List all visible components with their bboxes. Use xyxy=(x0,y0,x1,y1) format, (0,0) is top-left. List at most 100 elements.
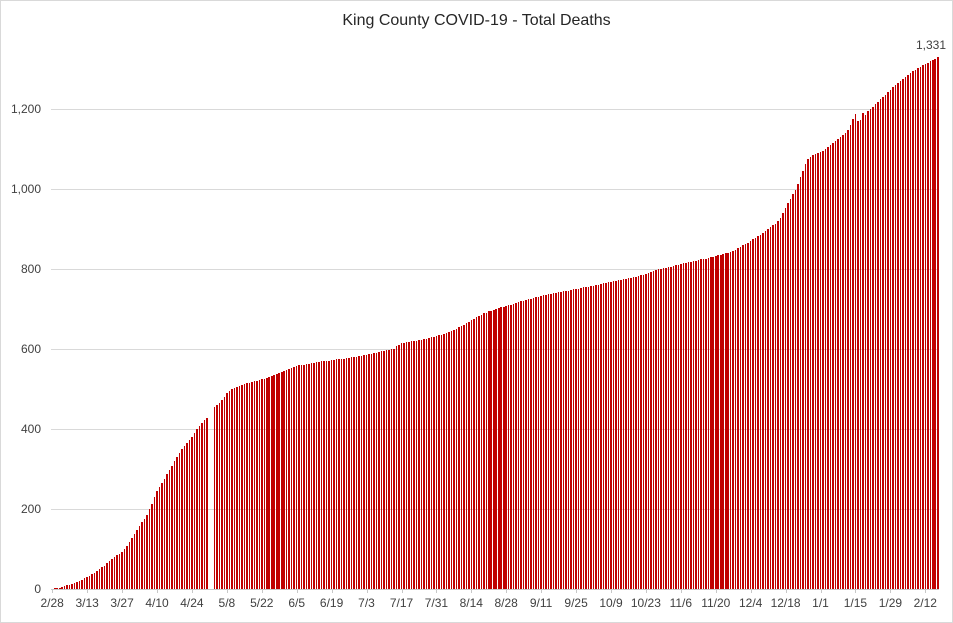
bar xyxy=(570,289,572,589)
bar xyxy=(690,261,692,589)
x-axis-tick-label: 1/1 xyxy=(812,596,829,610)
bar xyxy=(81,579,83,589)
bar xyxy=(353,357,355,589)
bar xyxy=(293,366,295,589)
bar xyxy=(610,281,612,589)
bar xyxy=(595,285,597,589)
bar xyxy=(555,293,557,589)
bar xyxy=(378,351,380,589)
bar xyxy=(492,309,495,589)
bar xyxy=(547,294,550,589)
bar xyxy=(143,518,146,589)
bar xyxy=(552,293,555,589)
x-axis-tick-label: 12/18 xyxy=(770,596,801,610)
bar xyxy=(874,104,877,589)
bar xyxy=(103,565,106,589)
bar xyxy=(560,291,562,589)
bar xyxy=(530,298,532,589)
bar xyxy=(343,358,345,589)
gridline xyxy=(51,109,939,110)
bar xyxy=(714,256,717,589)
bar xyxy=(490,310,493,589)
bar xyxy=(340,359,343,589)
x-axis-tick-label: 4/10 xyxy=(145,596,169,610)
bar xyxy=(318,361,320,589)
bar xyxy=(400,343,403,589)
bar xyxy=(333,359,335,589)
bar xyxy=(131,537,133,589)
x-axis-tick-label: 4/24 xyxy=(180,596,204,610)
bar xyxy=(313,362,315,589)
x-axis-tick-label: 7/3 xyxy=(358,596,375,610)
bar xyxy=(842,135,844,589)
bar xyxy=(310,363,313,589)
bar xyxy=(582,287,585,589)
bar xyxy=(355,356,358,589)
bar xyxy=(365,355,368,589)
bar xyxy=(305,364,308,589)
x-axis-tickmark xyxy=(87,589,89,593)
gridline xyxy=(51,349,939,350)
bar xyxy=(632,277,635,589)
x-axis-tickmark xyxy=(645,589,647,593)
x-axis-tickmark xyxy=(436,589,438,593)
bar xyxy=(275,374,278,589)
bar xyxy=(171,465,173,589)
bar xyxy=(186,442,188,589)
x-axis-tick-label: 3/13 xyxy=(75,596,99,610)
bar xyxy=(667,267,670,589)
bar xyxy=(380,351,383,589)
bar xyxy=(76,582,78,589)
chart-title: King County COVID-19 - Total Deaths xyxy=(342,12,611,29)
bar xyxy=(256,380,258,589)
bar xyxy=(792,194,794,589)
x-axis-tick-label: 1/29 xyxy=(878,596,903,610)
bar xyxy=(572,289,575,589)
bar xyxy=(787,203,789,589)
bar xyxy=(687,262,690,589)
bar xyxy=(470,320,473,589)
x-axis-tick-label: 2/12 xyxy=(913,596,937,610)
bar xyxy=(602,283,605,589)
bar xyxy=(907,75,909,589)
bar xyxy=(859,119,862,589)
bar xyxy=(744,244,747,589)
x-axis-tick-label: 9/25 xyxy=(564,596,588,610)
bar xyxy=(585,287,587,589)
bar xyxy=(764,231,767,589)
bar xyxy=(777,220,779,589)
bar xyxy=(460,325,463,589)
bar xyxy=(889,89,892,589)
bar xyxy=(176,457,178,589)
x-axis-tickmark xyxy=(331,589,333,593)
bar xyxy=(924,63,927,589)
bar xyxy=(515,303,517,589)
bar xyxy=(722,254,724,589)
bar xyxy=(727,252,729,589)
bar xyxy=(73,583,76,589)
bar xyxy=(487,311,490,589)
bar xyxy=(562,291,565,589)
bar xyxy=(934,58,937,589)
bar xyxy=(238,385,241,589)
bar xyxy=(360,355,363,589)
bar xyxy=(383,351,385,589)
bar xyxy=(288,369,290,589)
bar xyxy=(819,152,822,589)
bar xyxy=(443,333,445,589)
bar xyxy=(241,385,243,589)
bar xyxy=(243,384,246,589)
bar xyxy=(128,541,131,589)
bar xyxy=(363,355,365,589)
bar xyxy=(789,199,792,589)
bar xyxy=(577,288,580,589)
bar xyxy=(505,306,507,589)
bar xyxy=(173,461,176,589)
bar xyxy=(300,365,303,589)
bar xyxy=(121,552,123,589)
bar xyxy=(665,267,667,589)
bar xyxy=(268,377,271,589)
bar xyxy=(772,225,774,589)
bar xyxy=(83,578,86,589)
bar xyxy=(98,569,101,589)
